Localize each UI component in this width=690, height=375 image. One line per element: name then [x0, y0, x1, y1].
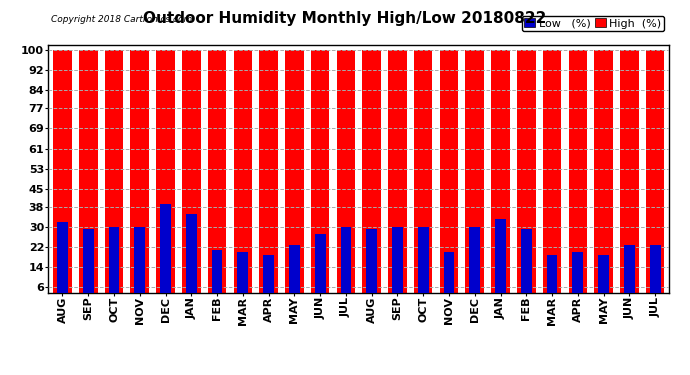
- Legend: Low   (%), High  (%): Low (%), High (%): [522, 16, 664, 31]
- Bar: [418, 227, 428, 303]
- Bar: [311, 50, 329, 303]
- Text: Copyright 2018 Cartronics.com: Copyright 2018 Cartronics.com: [51, 15, 193, 24]
- Bar: [491, 50, 510, 303]
- Bar: [289, 244, 299, 303]
- Bar: [444, 252, 455, 303]
- Bar: [57, 222, 68, 303]
- Bar: [340, 227, 351, 303]
- Bar: [598, 255, 609, 303]
- Bar: [466, 50, 484, 303]
- Bar: [337, 50, 355, 303]
- Bar: [135, 227, 145, 303]
- Bar: [366, 230, 377, 303]
- Bar: [212, 250, 222, 303]
- Bar: [285, 50, 304, 303]
- Bar: [546, 255, 558, 303]
- Bar: [263, 255, 274, 303]
- Bar: [208, 50, 226, 303]
- Bar: [83, 230, 94, 303]
- Bar: [392, 227, 403, 303]
- Bar: [234, 50, 252, 303]
- Bar: [237, 252, 248, 303]
- Bar: [182, 50, 201, 303]
- Bar: [573, 252, 583, 303]
- Bar: [440, 50, 458, 303]
- Bar: [108, 227, 119, 303]
- Bar: [521, 230, 532, 303]
- Bar: [53, 50, 72, 303]
- Bar: [620, 50, 639, 303]
- Bar: [105, 50, 124, 303]
- Bar: [362, 50, 381, 303]
- Bar: [156, 50, 175, 303]
- Bar: [79, 50, 97, 303]
- Bar: [186, 214, 197, 303]
- Bar: [160, 204, 171, 303]
- Bar: [624, 244, 635, 303]
- Text: Outdoor Humidity Monthly High/Low 20180822: Outdoor Humidity Monthly High/Low 201808…: [144, 11, 546, 26]
- Bar: [469, 227, 480, 303]
- Bar: [259, 50, 278, 303]
- Bar: [650, 244, 660, 303]
- Bar: [388, 50, 406, 303]
- Bar: [495, 219, 506, 303]
- Bar: [130, 50, 149, 303]
- Bar: [315, 234, 326, 303]
- Bar: [646, 50, 664, 303]
- Bar: [517, 50, 535, 303]
- Bar: [569, 50, 587, 303]
- Bar: [594, 50, 613, 303]
- Bar: [543, 50, 562, 303]
- Bar: [414, 50, 433, 303]
